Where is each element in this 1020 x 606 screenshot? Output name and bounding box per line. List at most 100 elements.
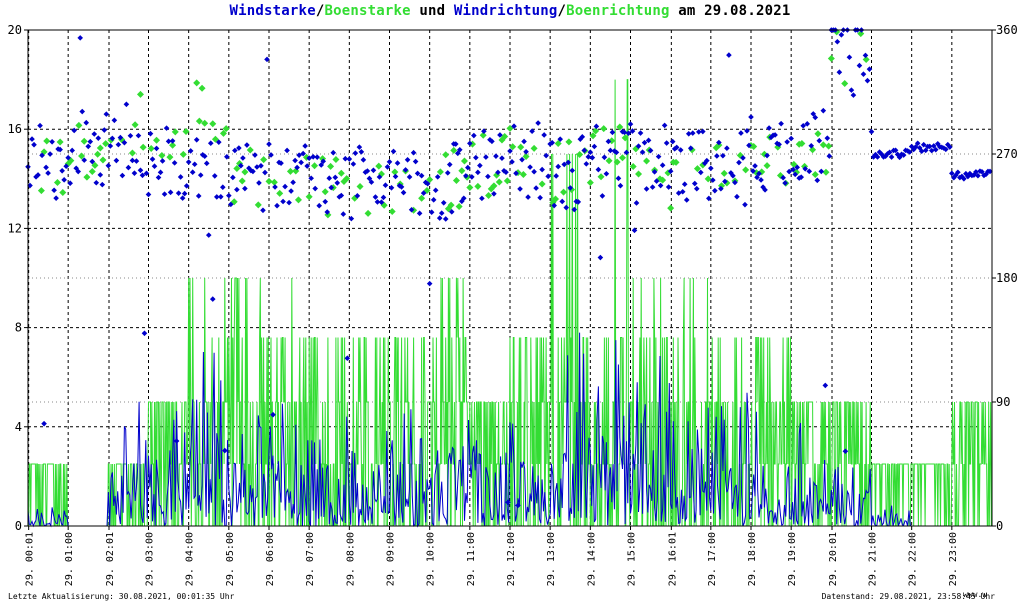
x-tick-label: 29. 12:00 [506,532,517,586]
wind-direction-point [651,169,658,175]
wind-direction-point [541,132,547,138]
wind-direction-point [704,157,710,164]
wind-direction-point [39,152,45,159]
wind-direction-point [746,142,752,149]
wind-direction-point [794,164,800,171]
wind-direction-point [244,142,250,148]
title-separator-2: / [557,3,567,19]
wind-direction-point [551,202,557,209]
wind-direction-point [133,158,140,164]
wind-direction-point [314,154,320,160]
wind-direction-point [633,200,640,206]
gust-direction-point [311,162,319,170]
wind-direction-point [591,143,598,150]
gust-direction-point [592,127,600,135]
wind-direction-point [681,181,688,188]
wind-direction-point [330,149,337,156]
wind-direction-point [846,54,853,61]
y-left-tick-label: 0 [15,519,22,533]
wind-direction-point [412,158,419,165]
wind-direction-point [695,129,702,135]
wind-direction-point [848,87,855,93]
wind-direction-point [487,136,493,143]
wind-direction-point [380,194,387,201]
gust-direction-point [219,129,227,137]
gust-direction-point [565,138,573,146]
gust-direction-point [814,130,822,138]
gust-direction-point [750,142,758,150]
wind-direction-point [75,168,82,175]
gust-direction-point [265,177,273,185]
wind-speed-line [27,332,991,528]
gust-direction-point [94,150,102,158]
wind-direction-point [107,143,114,149]
wind-direction-point [272,184,278,190]
wind-direction-point [163,125,170,131]
wind-direction-point [37,122,43,129]
gust-direction-point [517,143,525,151]
wind-direction-point [332,174,339,181]
gust-direction-point [241,168,249,176]
gust-direction-point [811,170,819,178]
wind-direction-point [499,155,505,161]
wind-direction-point [585,154,592,160]
wind-direction-point [553,173,559,179]
wind-direction-point [448,209,455,215]
wind-direction-point [722,178,728,185]
wind-direction-point [252,152,258,158]
wind-direction-point [41,420,47,427]
gust-direction-point [857,30,865,38]
wind-direction-point [77,35,84,41]
wind-direction-point [228,201,234,208]
wind-direction-point [808,142,815,149]
wind-direction-point [370,167,377,174]
wind-direction-point [151,163,158,169]
wind-direction-point [679,188,686,195]
wind-direction-point [693,185,700,192]
wind-direction-point [653,178,660,184]
wind-direction-point [43,164,49,171]
wind-direction-point [951,174,957,181]
wind-direction-point [665,184,672,190]
wind-direction-point [238,162,244,169]
wind-direction-point [400,189,407,196]
wind-direction-point [706,195,712,202]
wind-direction-point [613,149,620,156]
x-tick-label: 29. 15:00 [627,532,638,586]
wind-direction-point [83,119,90,126]
wind-direction-point [973,169,979,175]
wind-direction-point [525,194,531,200]
x-tick-label: 29. 20:01 [828,532,839,586]
wind-direction-point [912,144,919,150]
gust-direction-point [597,173,605,181]
wind-direction-point [661,122,668,129]
gust-direction-point [693,165,701,173]
wind-direction-point [137,167,144,174]
gust-direction-point [136,90,144,98]
wind-direction-point [143,170,150,177]
wind-direction-point [171,160,178,166]
wind-direction-point [673,144,680,151]
wind-direction-point [454,150,461,157]
y-left-tick-label: 4 [15,420,22,434]
wind-direction-point [430,197,437,203]
wind-direction-point [714,153,720,159]
gust-direction-point [56,138,64,146]
gust-direction-point [560,188,568,196]
wind-direction-point [31,141,37,148]
wind-direction-point [589,154,596,161]
wind-direction-point [786,168,792,175]
x-tick-label: 29. 09:00 [386,532,397,586]
wind-direction-point [918,148,925,155]
wind-direction-point [344,355,351,362]
wind-direction-point [597,254,604,261]
gust-direction-point [182,127,190,135]
y-left-tick-label: 8 [15,321,22,335]
gust-direction-point [343,175,351,183]
wind-direction-point [545,173,551,180]
title-separator-1: / [315,3,325,19]
wind-direction-point [418,172,425,179]
gust-direction-point [589,132,597,140]
wind-direction-point [348,215,355,222]
wind-direction-point [296,152,302,158]
